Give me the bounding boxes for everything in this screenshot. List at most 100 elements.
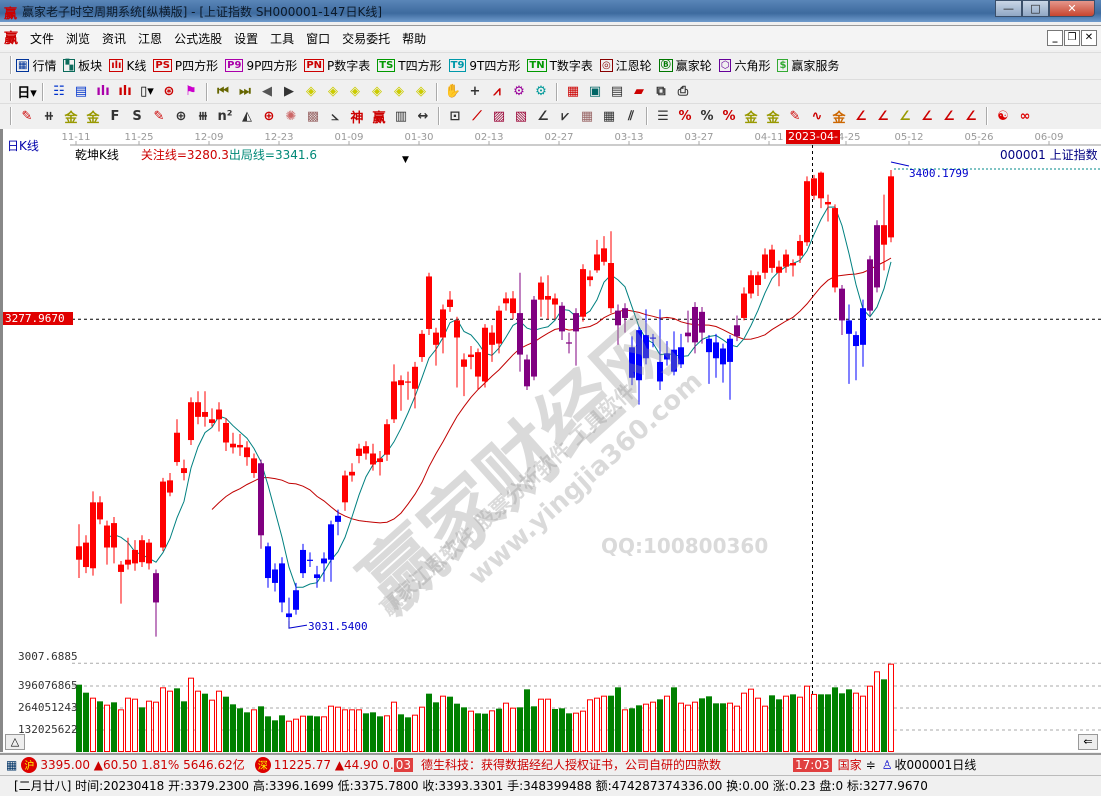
- menu-item-2[interactable]: 资讯: [102, 31, 127, 46]
- circle-cycle-icon[interactable]: ⊕: [175, 108, 187, 124]
- toolbar-button-8[interactable]: TN T数字表: [527, 57, 593, 74]
- sh-quote[interactable]: 3395.00 ▲60.50 1.81% 5646.62亿: [40, 758, 245, 772]
- gold-circle-icon[interactable]: 金: [744, 110, 758, 126]
- dropdown-arrow-icon[interactable]: ▼: [402, 155, 409, 165]
- menu-item-6[interactable]: 工具: [270, 31, 295, 46]
- print-icon[interactable]: ⎙: [677, 84, 689, 99]
- spiral-icon[interactable]: S: [132, 108, 142, 124]
- ying-angle-icon[interactable]: ∠: [943, 108, 955, 124]
- flag-icon[interactable]: ⚑: [185, 84, 197, 99]
- triangle-icon[interactable]: ◭: [242, 108, 252, 124]
- menu-item-0[interactable]: 文件: [30, 31, 55, 46]
- ying-icon[interactable]: 赢: [372, 110, 386, 126]
- line-icon[interactable]: ⩘: [493, 84, 501, 99]
- gold1-icon[interactable]: 金: [64, 110, 78, 126]
- target-icon[interactable]: ⊕: [263, 108, 275, 124]
- left-icon[interactable]: ◈: [306, 84, 316, 99]
- brush-icon[interactable]: ✎: [789, 108, 801, 124]
- prev-icon[interactable]: ◀: [262, 84, 272, 99]
- gold-bar-icon[interactable]: 金: [832, 110, 846, 126]
- percent-red-icon[interactable]: %: [678, 108, 692, 124]
- toolbar-button-10[interactable]: Ⓑ 赢家轮: [658, 57, 712, 74]
- shrink-icon[interactable]: ◈: [372, 84, 382, 99]
- angle-lines-icon[interactable]: ∠: [537, 108, 549, 124]
- percent-lines-icon[interactable]: %: [722, 108, 736, 124]
- indicator9-icon[interactable]: ılı: [118, 84, 132, 99]
- calculator-icon[interactable]: ▣: [588, 84, 602, 99]
- menu-item-5[interactable]: 设置: [234, 31, 259, 46]
- toolbar-button-4[interactable]: P9 9P四方形: [225, 57, 297, 74]
- news-spinner[interactable]: ≑: [865, 757, 876, 772]
- slash-lines-icon[interactable]: ⫽: [628, 108, 634, 124]
- gold-lines-icon[interactable]: 金: [766, 110, 780, 126]
- percent-icon[interactable]: %: [700, 108, 714, 124]
- menu-item-7[interactable]: 窗口: [306, 31, 331, 46]
- grid-diag-icon[interactable]: ▦: [602, 108, 616, 124]
- gold-angle-icon[interactable]: ∠: [899, 108, 911, 124]
- zoom-out-icon[interactable]: ◈: [416, 84, 426, 99]
- menu-item-8[interactable]: 交易委托: [342, 31, 391, 46]
- candle-type-icon[interactable]: ▯▾: [140, 84, 154, 99]
- zoom-in-icon[interactable]: ◈: [394, 84, 404, 99]
- kline-chart[interactable]: 11-11 11-25 12-09 12-23 01-09 01-30 02-13 02-27…: [0, 129, 1101, 752]
- crosshair-icon[interactable]: +: [469, 84, 481, 99]
- f-angle-icon[interactable]: ∠: [877, 108, 889, 124]
- formula-icon[interactable]: ☷: [53, 84, 65, 99]
- pen-icon[interactable]: ✎: [21, 108, 33, 124]
- shen-icon[interactable]: 神: [350, 110, 364, 126]
- chart-area[interactable]: 11-11 11-25 12-09 12-23 01-09 01-30 02-13 02-27…: [0, 129, 1101, 752]
- calendar-icon[interactable]: ▦: [566, 84, 580, 99]
- network-icon[interactable]: ⧉: [656, 84, 666, 99]
- grid-icon[interactable]: ⚙: [535, 84, 547, 99]
- toolbar-button-9[interactable]: ◎ 江恩轮: [599, 57, 652, 74]
- menu-item-3[interactable]: 江恩: [138, 31, 163, 46]
- j-angle-icon[interactable]: ∠: [855, 108, 867, 124]
- list-icon[interactable]: ☰: [657, 108, 669, 124]
- scroll-left-button[interactable]: ⇐: [1078, 734, 1098, 750]
- quote-table-icon[interactable]: ▦: [6, 757, 18, 772]
- indicator3-icon[interactable]: ılı: [96, 84, 110, 99]
- shen-angle-icon[interactable]: ∠: [921, 108, 933, 124]
- news-ticker[interactable]: 德生科技：获得数据经纪人授权证书，公司自研的四款数: [421, 758, 722, 772]
- mdi-minimize-button[interactable]: _: [1047, 30, 1063, 46]
- notes-icon[interactable]: ▤: [74, 84, 88, 99]
- infinity-icon[interactable]: ∞: [1019, 108, 1031, 124]
- toolbar-button-2[interactable]: ılı K线: [109, 57, 146, 74]
- ruler-icon[interactable]: ▥: [394, 108, 408, 124]
- maximize-button[interactable]: □: [1022, 0, 1049, 17]
- hand-icon[interactable]: ✋: [444, 84, 462, 99]
- measure-icon[interactable]: ↔: [417, 108, 429, 124]
- angle-icon[interactable]: ⦣: [331, 108, 339, 124]
- menu-item-1[interactable]: 浏览: [66, 31, 91, 46]
- save-icon[interactable]: ▰: [634, 84, 644, 99]
- marker-icon[interactable]: ✎: [153, 108, 165, 124]
- minimize-button[interactable]: —: [995, 0, 1022, 17]
- toolbar-button-11[interactable]: ⬡ 六角形: [718, 57, 770, 74]
- fan-lines-icon[interactable]: ⟋: [472, 108, 482, 124]
- collapse-button[interactable]: △: [5, 734, 25, 750]
- toolbar-button-7[interactable]: T9 9T四方形: [448, 57, 520, 74]
- toolbar-button-5[interactable]: PN P数字表: [304, 57, 370, 74]
- next-icon[interactable]: ▶: [284, 84, 294, 99]
- menu-item-4[interactable]: 公式选股: [174, 31, 223, 46]
- web-icon[interactable]: ✺: [285, 108, 297, 124]
- si-angle-icon[interactable]: ∠: [965, 108, 977, 124]
- toolbar-button-1[interactable]: ▚ 板块: [63, 57, 102, 74]
- wave-icon[interactable]: ∿: [811, 108, 823, 124]
- square-web-icon[interactable]: ▩: [306, 108, 320, 124]
- document-icon[interactable]: ▤: [610, 84, 624, 99]
- yin-yang-icon[interactable]: ☯: [997, 108, 1009, 124]
- v-icon[interactable]: ⩗: [561, 108, 569, 124]
- menu-item-9[interactable]: 帮助: [402, 31, 427, 46]
- gann-box-icon[interactable]: ▨: [492, 108, 506, 124]
- n2-icon[interactable]: n²: [217, 108, 233, 124]
- box-icon[interactable]: ⊡: [449, 108, 461, 124]
- mdi-close-button[interactable]: ✕: [1081, 30, 1097, 46]
- expand-icon[interactable]: ◈: [350, 84, 360, 99]
- period-icon[interactable]: 日▾: [17, 86, 37, 101]
- first-icon[interactable]: ⏮: [217, 84, 229, 99]
- hash-icon[interactable]: ⧻: [197, 108, 209, 124]
- last-icon[interactable]: ⏭: [239, 84, 251, 99]
- grid-square-icon[interactable]: ▦: [580, 108, 594, 124]
- close-button[interactable]: ✕: [1049, 0, 1095, 17]
